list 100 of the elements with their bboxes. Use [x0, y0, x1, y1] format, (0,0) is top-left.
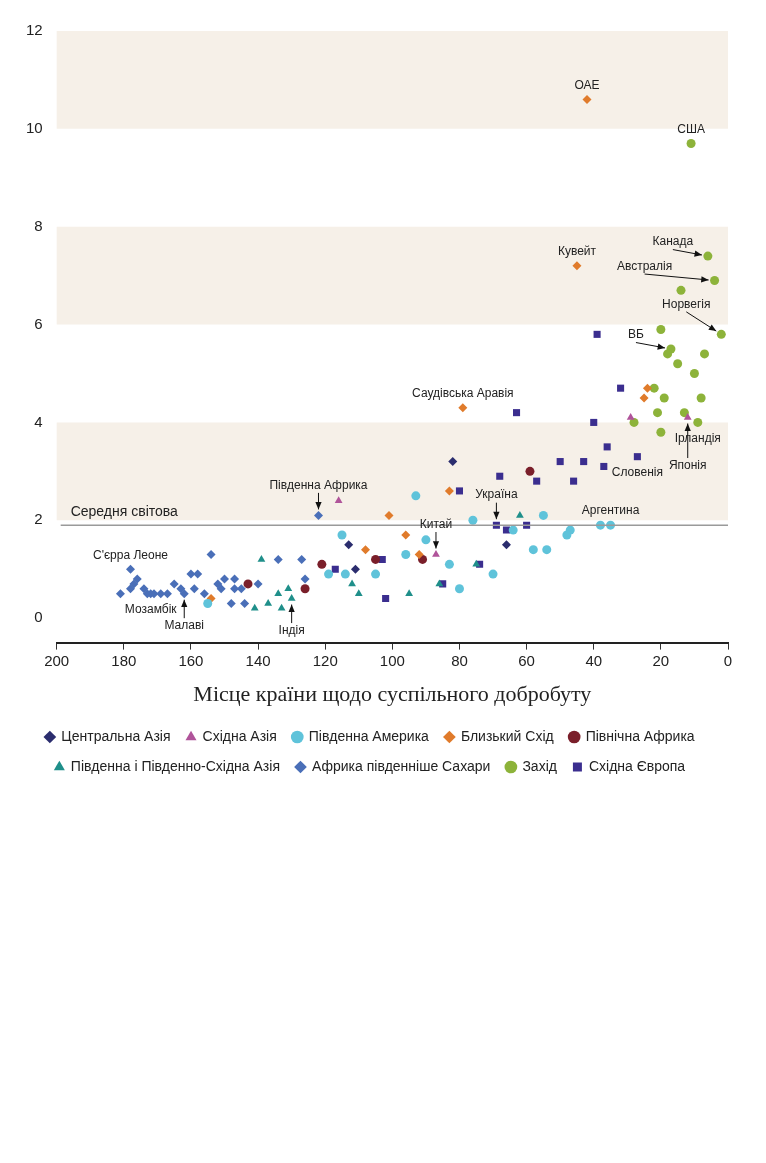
- point: [580, 458, 588, 466]
- x-tick-label: 120: [312, 651, 338, 669]
- point: [220, 574, 230, 584]
- point: [411, 491, 421, 501]
- point: [710, 276, 720, 286]
- point: [139, 584, 149, 594]
- point: [354, 589, 363, 596]
- point: [570, 477, 578, 485]
- point: [639, 393, 649, 403]
- legend-label: Близький Схід: [460, 727, 554, 744]
- annotation: ВБ: [627, 327, 644, 342]
- point: [371, 569, 381, 579]
- point: [199, 589, 209, 599]
- point: [700, 349, 709, 359]
- annotation: Південна Африка: [269, 477, 368, 492]
- point: [458, 403, 468, 413]
- point: [401, 550, 411, 560]
- point: [679, 408, 689, 418]
- legend-label: Східна Азія: [202, 727, 277, 744]
- y-tick-label: 10: [26, 119, 43, 136]
- point: [401, 530, 411, 540]
- point: [603, 443, 611, 451]
- point: [683, 413, 692, 420]
- point: [703, 251, 713, 261]
- legend-label: Африка південніше Сахари: [311, 757, 491, 774]
- point: [572, 261, 582, 271]
- point: [538, 510, 548, 520]
- point: [300, 584, 310, 594]
- point: [126, 564, 136, 574]
- annotation: Китай: [419, 516, 453, 531]
- point: [297, 554, 307, 564]
- x-tick-label: 160: [178, 651, 204, 669]
- point: [496, 472, 504, 480]
- point: [193, 569, 203, 579]
- point: [693, 417, 703, 427]
- point: [626, 413, 635, 420]
- y-tick-label: 12: [26, 21, 43, 39]
- point: [287, 594, 296, 601]
- legend-label: Північна Африка: [585, 727, 695, 744]
- point: [501, 540, 511, 550]
- point: [435, 579, 444, 587]
- point: [203, 598, 213, 608]
- point: [656, 427, 666, 437]
- y-tick-label: 8: [34, 216, 43, 234]
- point: [115, 589, 125, 599]
- point: [405, 589, 414, 596]
- point: [371, 554, 381, 564]
- point: [284, 584, 293, 592]
- point: [696, 393, 706, 403]
- annotation: С'єрра Леоне: [93, 547, 169, 562]
- point: [331, 565, 339, 573]
- point: [593, 330, 601, 338]
- point: [273, 554, 283, 564]
- point: [533, 477, 541, 485]
- legend-label: Центральна Азія: [61, 727, 171, 744]
- point: [488, 569, 498, 579]
- point: [590, 418, 598, 426]
- ref-line-label: Середня світова: [70, 503, 179, 520]
- point: [348, 579, 356, 587]
- point: [382, 595, 390, 603]
- annotation: Україна: [475, 487, 518, 502]
- point: [663, 349, 673, 359]
- point: [277, 603, 286, 611]
- point: [600, 462, 608, 470]
- y-tick-label: 6: [34, 314, 43, 332]
- point: [432, 550, 440, 557]
- point: [300, 574, 310, 584]
- point: [126, 584, 136, 594]
- annotation: Мозамбік: [124, 601, 178, 616]
- point: [562, 530, 572, 540]
- annotation: США: [677, 121, 705, 136]
- x-tick-label: 80: [451, 651, 468, 669]
- legend-label: Південна і Південно-Східна Азія: [70, 757, 280, 774]
- point: [528, 545, 538, 555]
- point: [179, 589, 189, 599]
- point: [274, 589, 283, 596]
- point: [213, 579, 223, 589]
- x-tick-label: 180: [111, 651, 137, 669]
- point: [472, 559, 481, 567]
- x-tick-label: 40: [585, 651, 603, 669]
- point: [250, 603, 259, 611]
- point: [642, 383, 652, 393]
- point: [206, 550, 216, 560]
- annotation: Кувейт: [557, 244, 597, 259]
- point: [444, 486, 454, 496]
- x-tick-label: 60: [518, 651, 535, 669]
- x-tick-label: 0: [723, 651, 733, 669]
- point: [324, 569, 334, 579]
- x-tick-label: 100: [379, 651, 405, 669]
- point: [186, 569, 196, 579]
- point: [656, 324, 666, 334]
- x-tick-label: 140: [245, 651, 271, 669]
- point: [337, 530, 347, 540]
- x-tick-label: 200: [44, 651, 70, 669]
- point: [189, 584, 199, 594]
- point: [448, 457, 458, 467]
- point: [649, 383, 659, 393]
- point: [468, 515, 478, 525]
- y-tick-label: 0: [34, 608, 43, 626]
- point: [556, 458, 564, 466]
